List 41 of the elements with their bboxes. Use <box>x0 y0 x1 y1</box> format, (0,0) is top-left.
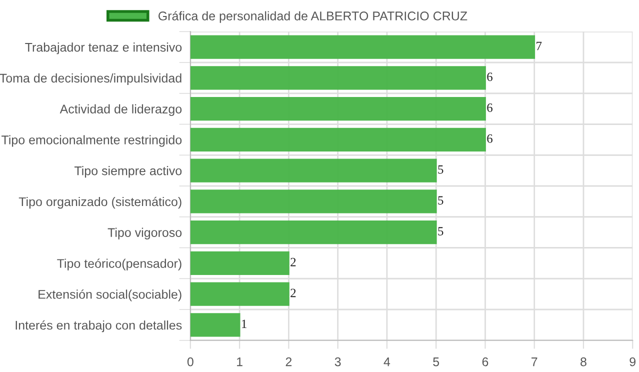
y-tick-label: Tipo vigoroso <box>108 228 182 240</box>
bar <box>190 251 290 275</box>
data-label: 1 <box>242 320 246 328</box>
bar <box>190 35 536 59</box>
bar <box>190 158 437 182</box>
y-tick-label: Interés en trabajo con detalles <box>16 320 182 332</box>
y-tick-label: Trabajador tenaz e intensivo <box>25 42 182 54</box>
data-label: 5 <box>438 196 444 205</box>
bar <box>190 220 437 244</box>
bar <box>190 282 290 306</box>
bar <box>190 66 486 90</box>
data-label: 6 <box>487 72 492 82</box>
y-tick-label: Toma de decisiones/impulsividad <box>0 73 182 86</box>
data-label: 5 <box>438 227 444 236</box>
data-label: 7 <box>536 42 542 50</box>
x-tick-label: 0 <box>187 357 194 366</box>
x-tick-label: 8 <box>580 357 586 366</box>
data-label: 6 <box>487 134 492 143</box>
x-tick-label: 3 <box>334 357 341 366</box>
legend-label: Gráfica de personalidad de ALBERTO PATRICIO CRUZ <box>158 11 468 23</box>
y-tick-label: Tipo emocionalmente restringido <box>2 135 182 147</box>
y-tick-label: Tipo organizado (sistemático) <box>18 196 182 209</box>
x-tick-label: 5 <box>433 358 440 366</box>
data-label: 2 <box>290 258 296 266</box>
y-tick-label: Actividad de liderazgo <box>60 104 182 116</box>
y-tick-label: Tipo siempre activo <box>74 166 182 178</box>
y-tick-label: Extensión social(sociable) <box>38 289 182 302</box>
x-tick-label: 6 <box>482 357 488 366</box>
x-tick-label: 7 <box>532 358 538 366</box>
data-label: 6 <box>487 104 492 112</box>
data-label: 5 <box>438 165 444 174</box>
bar <box>190 190 437 214</box>
bar <box>190 97 486 121</box>
x-tick-label: 1 <box>237 358 242 366</box>
bar <box>190 128 486 152</box>
y-tick-label: Tipo teórico(pensador) <box>57 258 182 270</box>
x-tick-label: 9 <box>630 357 636 366</box>
x-tick-label: 4 <box>384 358 390 366</box>
bar <box>190 313 240 337</box>
data-label: 2 <box>290 288 296 298</box>
x-tick-label: 2 <box>286 357 292 366</box>
